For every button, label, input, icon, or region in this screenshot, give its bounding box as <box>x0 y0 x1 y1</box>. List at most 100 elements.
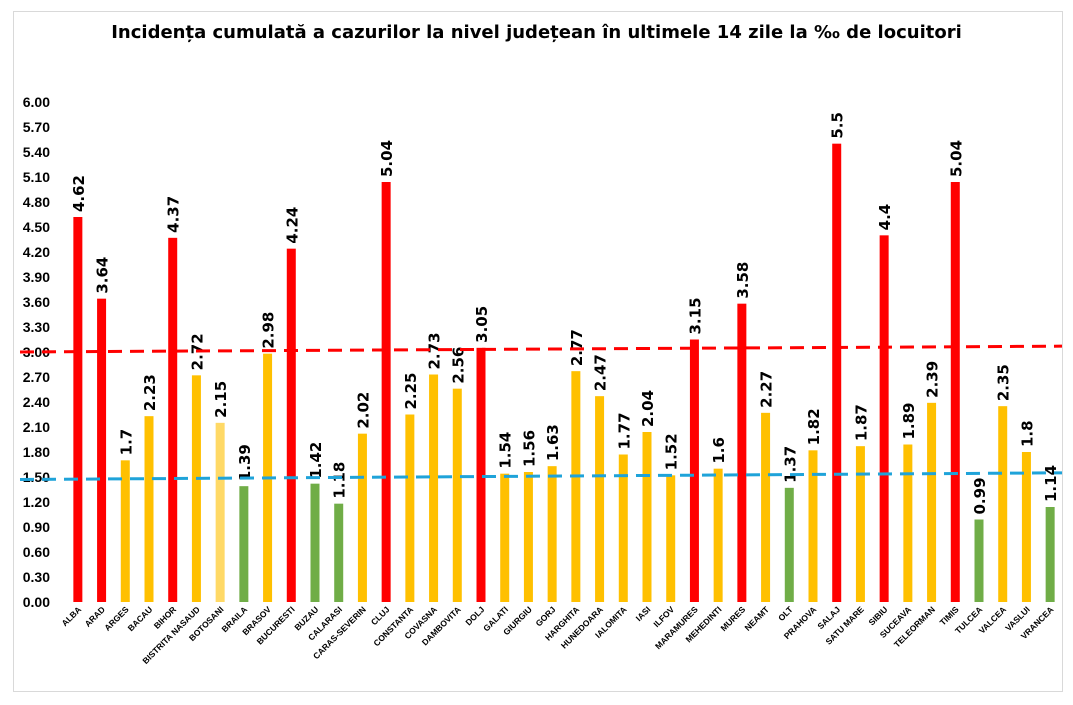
bar-timis <box>950 182 960 602</box>
y-tick-label: 0.90 <box>23 519 50 535</box>
y-tick-label: 0.60 <box>23 544 50 560</box>
y-tick-label: 6.00 <box>23 94 50 110</box>
chart-title: Incidența cumulată a cazurilor la nivel … <box>111 22 962 43</box>
bar-braila <box>239 486 249 602</box>
data-label: 1.8 <box>1018 420 1036 447</box>
bar-valcea <box>998 406 1008 602</box>
y-tick-label: 4.80 <box>23 194 50 210</box>
bar-calarasi <box>334 503 344 602</box>
bar-mures <box>737 303 747 602</box>
bar-gorj <box>547 466 557 602</box>
bar-galati <box>500 473 510 602</box>
data-label: 2.56 <box>449 347 467 384</box>
bar-ilfov <box>666 475 676 602</box>
bar-cluj <box>381 182 391 602</box>
x-tick-label: NEAMT <box>743 604 772 633</box>
bar-salaj <box>832 143 842 602</box>
y-tick-label: 5.70 <box>23 119 50 135</box>
bar-hunedoara <box>595 396 605 602</box>
y-tick-label: 4.50 <box>23 219 50 235</box>
bar-giurgiu <box>523 472 533 602</box>
data-label: 2.04 <box>639 390 657 427</box>
bar-mehedinti <box>713 468 723 602</box>
bar-bihor <box>168 237 178 603</box>
bar-sibiu <box>879 235 889 603</box>
bar-olt <box>784 487 794 602</box>
data-label: 1.6 <box>710 437 728 464</box>
bar-teleorman <box>927 402 937 602</box>
bar-dolj <box>476 347 486 602</box>
data-label: 1.54 <box>497 432 515 469</box>
data-label: 3.15 <box>686 297 704 334</box>
data-label: 4.62 <box>70 175 88 212</box>
bar-suceava <box>903 444 913 602</box>
x-tick-label: BACAU <box>126 604 155 633</box>
bar-prahova <box>808 450 818 602</box>
data-label: 4.24 <box>283 207 301 244</box>
y-tick-label: 5.40 <box>23 144 50 160</box>
x-tick-label: OLT <box>776 604 795 623</box>
y-tick-label: 0.00 <box>23 594 50 610</box>
threshold-line-high <box>19 344 1063 354</box>
data-label: 4.37 <box>165 196 183 233</box>
bar-constanta <box>405 414 415 602</box>
data-label: 2.73 <box>426 332 444 369</box>
bar-satu-mare <box>855 446 865 602</box>
data-label: 3.05 <box>473 306 491 343</box>
y-tick-label: 2.70 <box>23 369 50 385</box>
bar-dambovita <box>452 388 462 602</box>
data-label: 1.87 <box>852 404 870 441</box>
bar-caras-severin <box>357 433 367 602</box>
data-label: 1.82 <box>805 408 823 445</box>
bar-ialomita <box>618 454 628 602</box>
bar-arad <box>97 298 107 602</box>
bar-harghita <box>571 371 581 602</box>
x-tick-label: IASI <box>634 604 653 623</box>
bar-bucuresti <box>286 248 296 602</box>
data-label: 2.98 <box>260 312 278 349</box>
y-tick-label: 1.20 <box>23 494 50 510</box>
bar-iasi <box>642 432 652 602</box>
data-label: 1.52 <box>663 433 681 470</box>
data-label: 5.04 <box>378 140 396 177</box>
y-tick-label: 2.10 <box>23 419 50 435</box>
data-label: 3.64 <box>94 257 112 294</box>
data-label: 2.47 <box>592 354 610 391</box>
bar-arges <box>120 460 130 602</box>
data-label: 1.42 <box>307 442 325 479</box>
data-label: 2.15 <box>212 381 230 418</box>
bar-vrancea <box>1045 507 1055 602</box>
y-tick-label: 1.80 <box>23 444 50 460</box>
data-label: 1.37 <box>781 446 799 483</box>
bar-buzau <box>310 483 320 602</box>
y-tick-label: 0.30 <box>23 569 50 585</box>
y-axis: 0.00 0.30 0.60 0.90 1.20 1.50 1.80 2.10 2.40 2.70… <box>23 94 50 610</box>
threshold-line-low <box>19 471 1063 481</box>
threshold-lines <box>19 344 1063 481</box>
bars <box>73 143 1055 603</box>
y-tick-label: 3.90 <box>23 269 50 285</box>
x-tick-label: ARGES <box>102 604 131 633</box>
y-tick-label: 2.40 <box>23 394 50 410</box>
data-label: 2.27 <box>758 371 776 408</box>
y-tick-label: 3.60 <box>23 294 50 310</box>
data-label: 2.25 <box>402 372 420 409</box>
x-tick-label: ALBA <box>60 604 84 628</box>
x-tick-label: MURES <box>718 604 747 633</box>
bar-vaslui <box>1021 452 1031 602</box>
data-label: 0.99 <box>971 477 989 514</box>
data-label: 2.35 <box>995 364 1013 401</box>
data-label: 1.7 <box>117 429 135 456</box>
data-label: 1.56 <box>520 430 538 467</box>
bar-botosani <box>215 422 225 602</box>
bar-bacau <box>144 416 154 602</box>
y-tick-label: 3.30 <box>23 319 50 335</box>
bar-alba <box>73 217 83 602</box>
data-label: 1.39 <box>236 444 254 481</box>
data-label: 5.5 <box>829 112 847 139</box>
bar-tulcea <box>974 519 984 602</box>
bar-bistrita-nasaud <box>191 375 201 602</box>
bar-covasna <box>429 374 439 602</box>
